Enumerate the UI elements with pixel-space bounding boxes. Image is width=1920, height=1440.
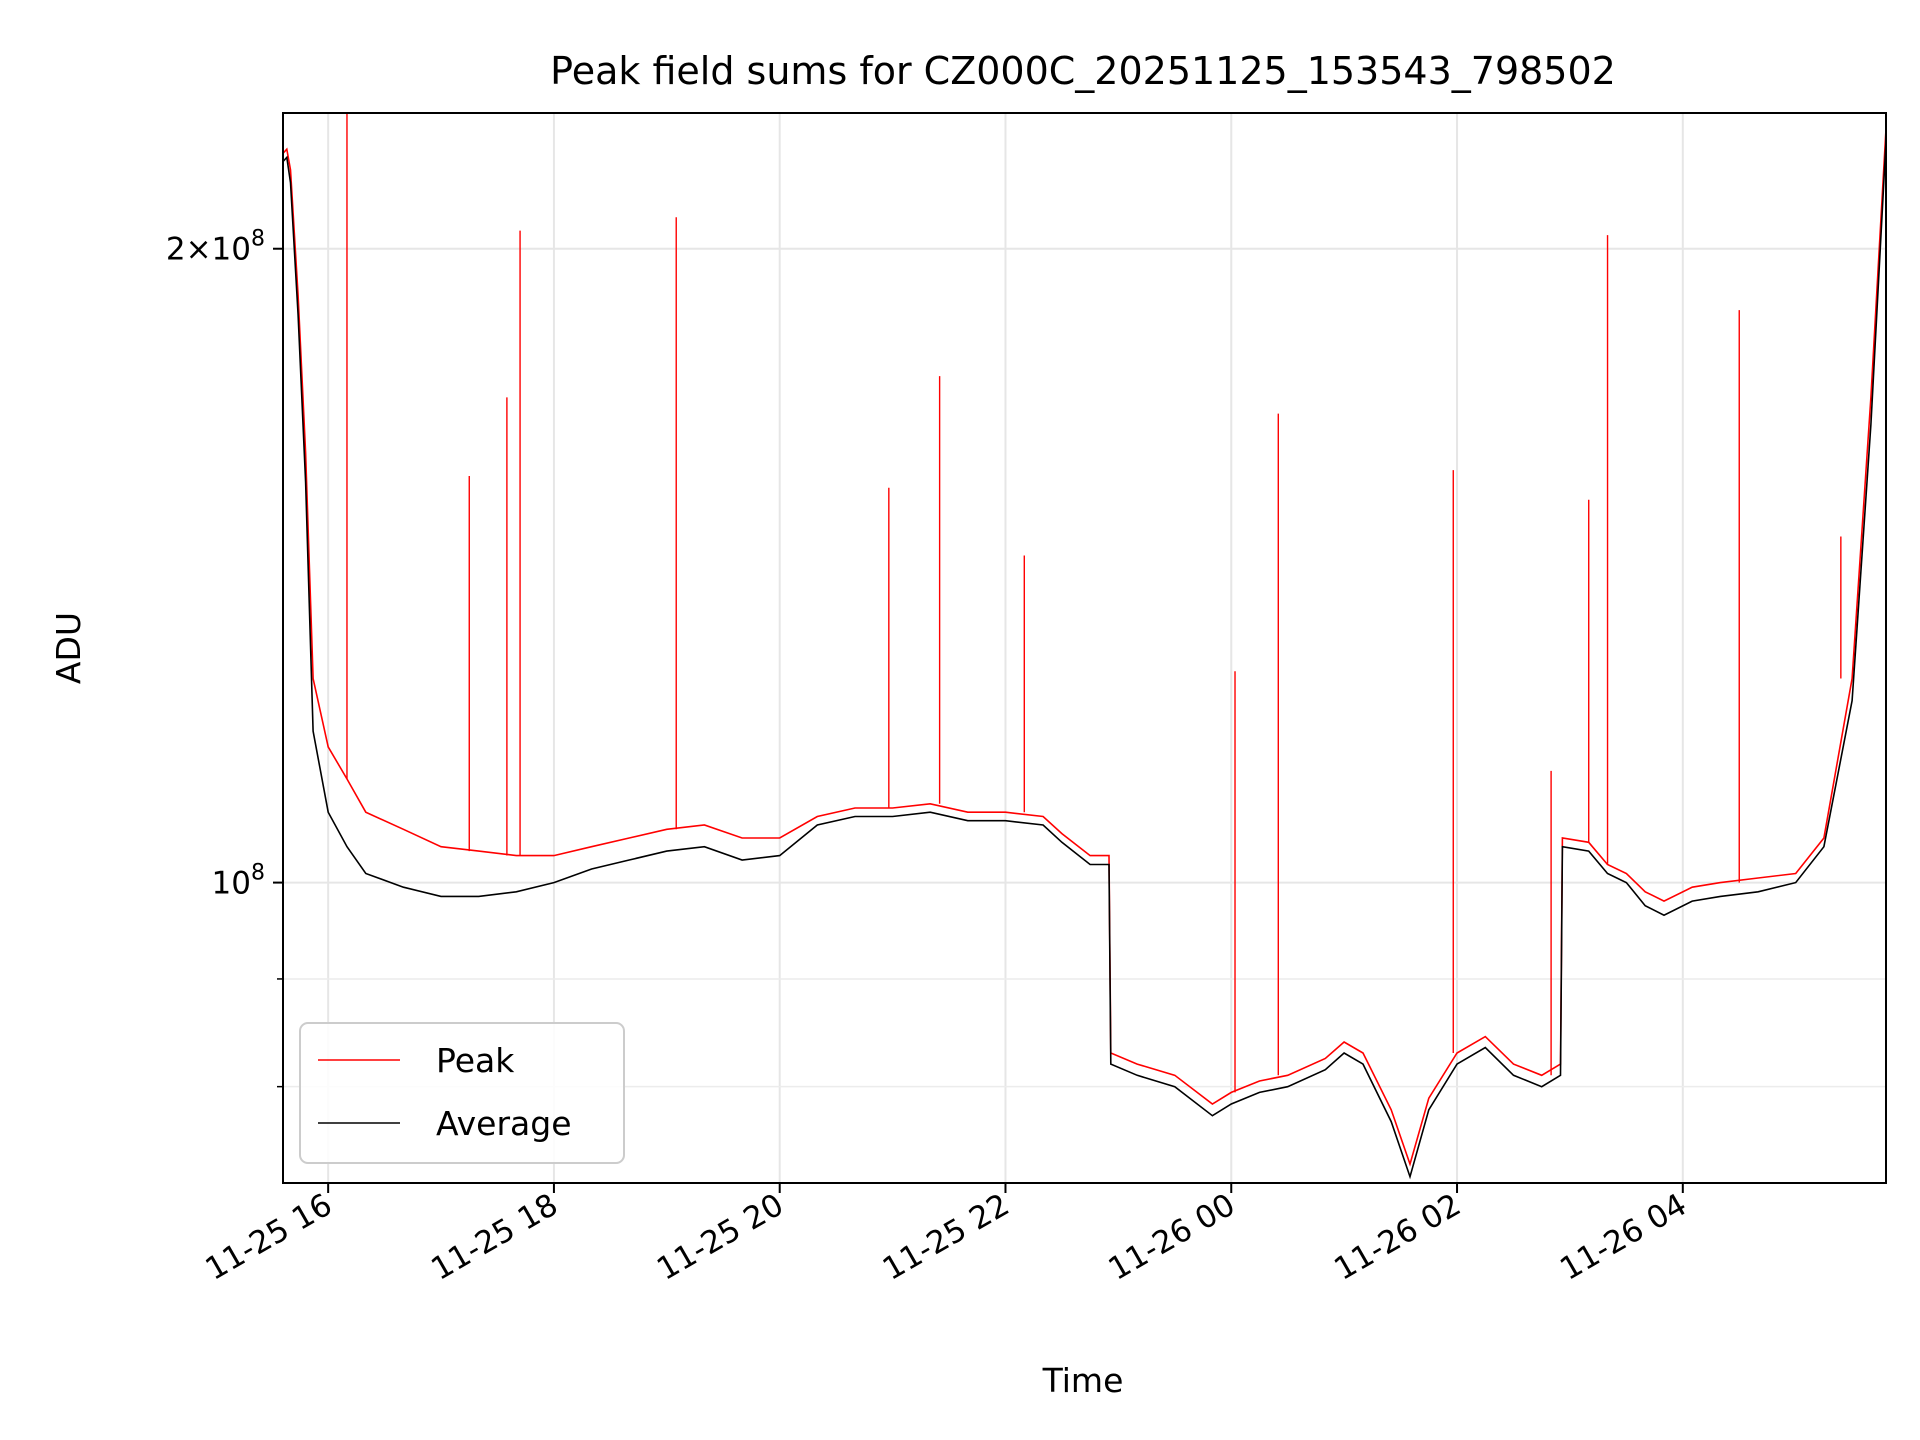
x-axis-label: Time xyxy=(1042,1361,1124,1400)
series-line-average xyxy=(283,140,1886,1180)
legend: Peak Average xyxy=(299,1022,625,1164)
y-axis-label: ADU xyxy=(49,612,88,684)
y-tick-label: 2×108 xyxy=(166,227,265,268)
y-axis-ticks: 108 2×108 xyxy=(166,227,283,1088)
y-tick-label: 108 xyxy=(212,861,265,902)
grid xyxy=(283,113,1886,1183)
chart-title: Peak field sums for CZ000C_20251125_1535… xyxy=(550,49,1616,93)
series-layer xyxy=(283,113,1886,1180)
legend-box xyxy=(299,1022,625,1164)
series-group xyxy=(283,113,1886,1180)
series-line-peak xyxy=(283,128,1886,1167)
legend-label-average: Average xyxy=(436,1104,572,1143)
legend-label-peak: Peak xyxy=(436,1041,515,1080)
plot-frame xyxy=(282,112,1887,1184)
